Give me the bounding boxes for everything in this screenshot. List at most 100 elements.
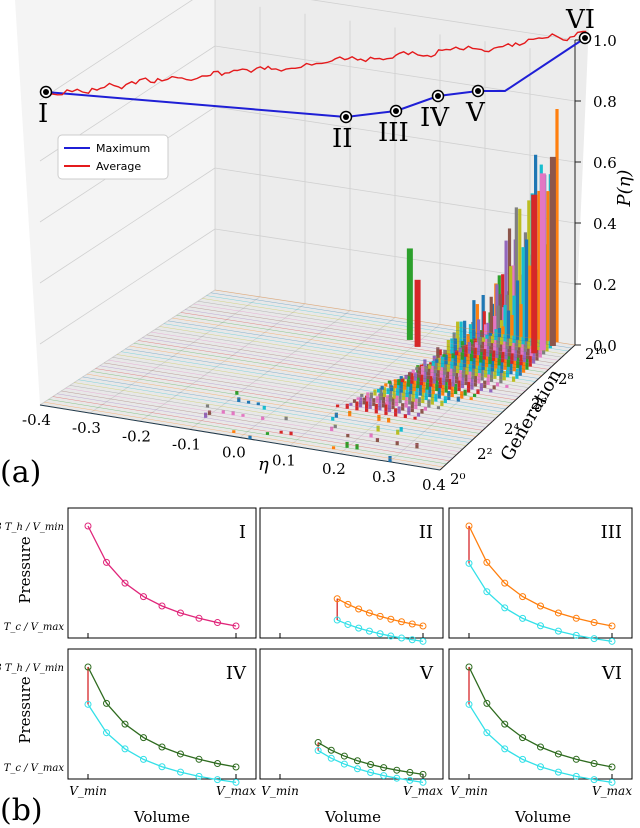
subplot-label: II xyxy=(419,522,433,543)
histogram-bar xyxy=(505,385,509,388)
cycle-point xyxy=(519,614,527,622)
histogram-bar xyxy=(413,416,417,420)
x-tick-label: -0.2 xyxy=(122,427,151,445)
histogram-bar xyxy=(514,207,518,351)
x-tick-label: -0.3 xyxy=(72,419,101,437)
histogram-bar xyxy=(510,314,514,336)
histogram-bar xyxy=(478,336,482,345)
cycle-point xyxy=(590,776,598,784)
histogram-bar xyxy=(441,383,445,396)
volume-label-2: Volume xyxy=(324,808,381,826)
histogram-bar xyxy=(417,397,421,406)
z-tick-label: 0.2 xyxy=(593,276,617,294)
histogram-bar xyxy=(487,333,491,346)
histogram-bar xyxy=(467,342,472,354)
histogram-baseline xyxy=(129,345,510,407)
histogram-bar xyxy=(406,248,413,340)
histogram-bar xyxy=(248,435,252,440)
histogram-bar xyxy=(479,383,483,391)
histogram-baseline xyxy=(86,373,477,437)
cycle-point xyxy=(355,624,363,632)
histogram-bar xyxy=(221,410,225,414)
histogram-bar xyxy=(366,392,370,402)
histogram-bar xyxy=(407,406,411,415)
z-tick-label: 0.0 xyxy=(593,337,617,355)
cycle-point xyxy=(483,588,491,596)
histogram-baseline xyxy=(91,371,480,434)
cycle-point xyxy=(367,768,375,776)
histogram-baseline xyxy=(146,334,523,395)
histogram-bar xyxy=(442,354,446,357)
histogram-bar xyxy=(440,400,444,407)
cycle-point xyxy=(84,522,92,530)
histogram-bar xyxy=(237,397,241,402)
grid-line xyxy=(189,310,351,430)
y-tick-label: N k_B T_h / V_min xyxy=(0,663,64,674)
subplot-frame xyxy=(448,507,633,639)
cycle-point xyxy=(387,632,395,640)
volume-label-3: Volume xyxy=(514,808,571,826)
cycle-point xyxy=(537,763,544,771)
histogram-baseline xyxy=(159,326,533,385)
histogram-bar xyxy=(539,173,546,351)
histogram-bar xyxy=(480,331,484,352)
cycle-point xyxy=(519,734,527,742)
cycle-point xyxy=(572,631,580,639)
histogram-bar xyxy=(493,358,497,379)
cycle-point xyxy=(177,768,184,776)
histogram-bar xyxy=(519,304,523,337)
histogram-bar xyxy=(470,377,474,390)
histogram-baseline xyxy=(155,329,529,388)
x-tick-label: 0.2 xyxy=(322,460,346,478)
histogram-bar xyxy=(381,392,386,408)
panel-a-label: (a) xyxy=(0,455,41,490)
grid-lines xyxy=(39,0,576,471)
histogram-baseline xyxy=(193,303,559,361)
histogram-bar xyxy=(335,404,340,408)
cycle-point xyxy=(393,766,401,774)
histogram-bar xyxy=(375,437,380,442)
histogram-bar xyxy=(330,426,334,432)
histogram-bar xyxy=(393,379,397,389)
cycle-point xyxy=(483,729,491,737)
histogram-bar xyxy=(414,398,418,409)
histogram-baseline xyxy=(61,390,457,456)
histogram-bar xyxy=(447,390,451,401)
cycle-point xyxy=(519,593,527,601)
cycle-point xyxy=(353,757,361,765)
cold-isotherm xyxy=(336,619,424,642)
histogram-bar xyxy=(437,382,441,399)
cycle-point xyxy=(376,630,384,638)
histogram-bar xyxy=(396,379,400,396)
cycle-point xyxy=(140,593,147,601)
histogram-bar xyxy=(496,305,500,348)
hot-isotherm xyxy=(468,525,613,627)
histogram-baseline xyxy=(69,385,464,449)
histogram-bar xyxy=(490,333,495,343)
histogram-bar xyxy=(463,320,467,367)
subplots: IN k_B T_h / V_minN k_B T_c / V_maxIIIII… xyxy=(0,507,633,798)
legend: Maximum Average xyxy=(57,134,169,180)
histogram-bar xyxy=(430,365,434,377)
histogram-bar xyxy=(460,371,465,388)
histogram-bar xyxy=(416,412,421,417)
cycle-point xyxy=(398,634,406,642)
histogram-bar xyxy=(420,409,424,414)
histogram-bar xyxy=(289,431,293,436)
histogram-bar xyxy=(262,405,266,410)
legend-box xyxy=(57,134,169,180)
histogram-bar xyxy=(462,345,466,350)
histogram-bar xyxy=(408,392,412,405)
cycle-point xyxy=(365,627,373,635)
histogram-bar xyxy=(511,376,516,382)
z-tick-label: 0.8 xyxy=(593,93,617,111)
y-tick-label: N k_B T_c / V_max xyxy=(0,622,64,633)
histogram-bar xyxy=(380,385,384,390)
histogram-bar xyxy=(378,393,382,411)
histogram-bar xyxy=(368,397,372,409)
histogram-bar xyxy=(436,406,441,410)
histogram-bar xyxy=(502,371,506,381)
histogram-bar xyxy=(434,393,438,402)
cycle-point xyxy=(177,609,184,617)
grid-line xyxy=(214,45,576,102)
